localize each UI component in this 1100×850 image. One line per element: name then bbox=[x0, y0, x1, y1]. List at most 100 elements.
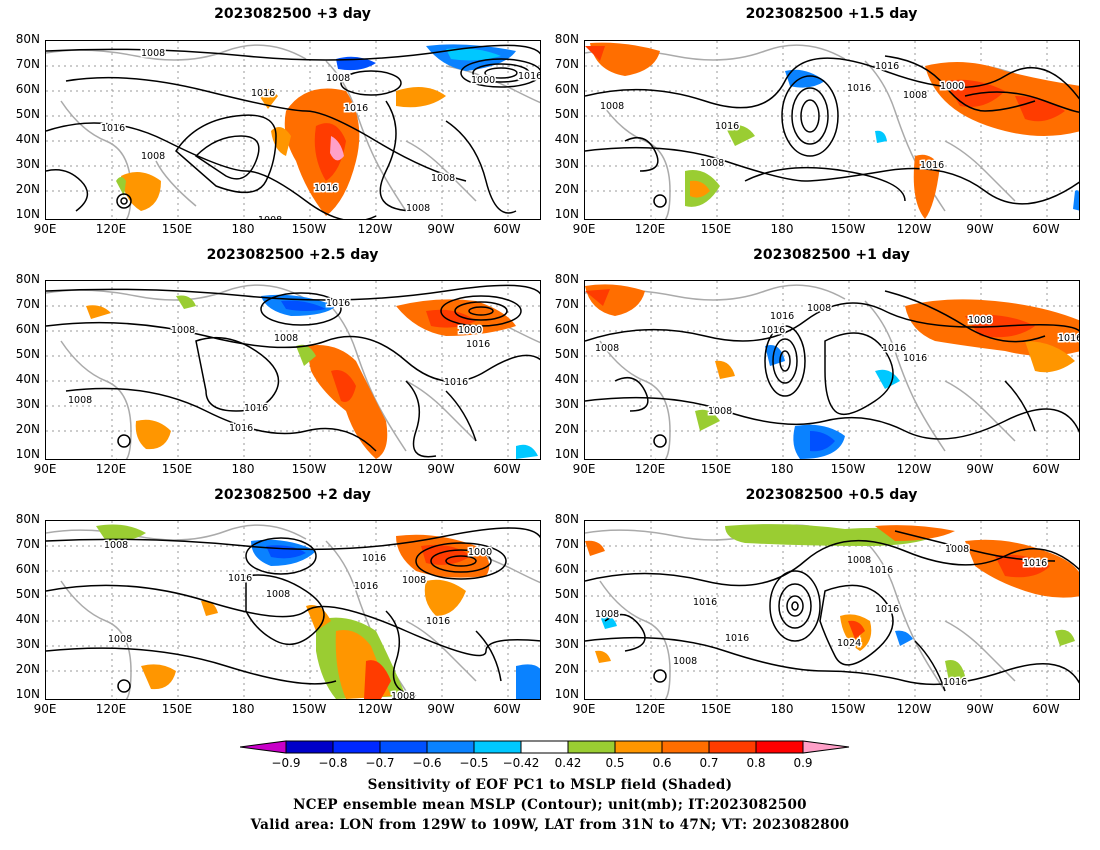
lat-tick: 60N bbox=[554, 82, 579, 96]
colorbar-segment bbox=[661, 740, 710, 754]
lon-tick: 180 bbox=[231, 702, 255, 716]
lon-tick: 150W bbox=[291, 222, 327, 236]
lat-tick: 80N bbox=[554, 512, 579, 526]
contour-label: 1008 bbox=[266, 589, 290, 600]
contour-label: 1008 bbox=[141, 48, 165, 59]
lat-tick: 40N bbox=[554, 372, 579, 386]
map-panel-5: 1008 1016 1016 1008 1008 1016 1000 1016 … bbox=[45, 520, 541, 700]
contour-label: 1008 bbox=[141, 151, 165, 162]
lat-tick: 70N bbox=[554, 297, 579, 311]
lat-tick: 40N bbox=[15, 372, 40, 386]
lat-tick: 10N bbox=[15, 687, 40, 701]
lat-tick: 70N bbox=[15, 297, 40, 311]
contour-label: 1016 bbox=[466, 339, 490, 350]
panel-title-2: 2023082500 +1.5 day bbox=[745, 6, 918, 22]
colorbar-segment bbox=[426, 740, 475, 754]
lat-tick: 60N bbox=[554, 562, 579, 576]
colorbar-segment bbox=[520, 740, 569, 754]
lon-tick: 120E bbox=[634, 462, 666, 476]
contour-label: 1016 bbox=[251, 88, 275, 99]
contour-label: 1008 bbox=[673, 656, 697, 667]
contour-label: 1016 bbox=[101, 123, 125, 134]
map-svg: 1008 1008 1016 1016 1016 1008 1000 1016 … bbox=[46, 41, 541, 220]
lon-tick: 90E bbox=[33, 222, 57, 236]
contour-label: 1016 bbox=[903, 353, 927, 364]
lon-tick: 90W bbox=[966, 222, 994, 236]
contour-label: 1008 bbox=[258, 215, 282, 220]
contour-label: 1008 bbox=[708, 406, 732, 417]
lon-tick: 120W bbox=[896, 702, 932, 716]
lon-tick: 120W bbox=[357, 702, 393, 716]
colorbar-label: −0.5 bbox=[459, 756, 489, 770]
colorbar-segment bbox=[755, 740, 804, 754]
contour-label: 1016 bbox=[943, 677, 967, 688]
contour-label: 1016 bbox=[875, 604, 899, 615]
contour-label: 1016 bbox=[875, 61, 899, 72]
lon-tick: 120E bbox=[95, 222, 127, 236]
mslp-contours bbox=[585, 290, 1079, 448]
contour-label: 1016 bbox=[314, 183, 338, 194]
colorbar-label: 0.42 bbox=[554, 756, 582, 770]
colorbar-segment bbox=[285, 740, 334, 754]
panel-title-5: 2023082500 +2 day bbox=[214, 487, 371, 503]
contour-label: 1008 bbox=[274, 333, 298, 344]
lat-tick: 10N bbox=[554, 447, 579, 461]
lon-tick: 120W bbox=[357, 462, 393, 476]
contour-label: 1008 bbox=[431, 173, 455, 184]
contour-labels: 1008 1008 1016 1016 1016 1008 1000 1016 … bbox=[100, 47, 541, 220]
contour-label: 1008 bbox=[595, 609, 619, 620]
contour-label: 1016 bbox=[847, 83, 871, 94]
colorbar-segment bbox=[567, 740, 616, 754]
contour-label: 1016 bbox=[426, 616, 450, 627]
lat-tick: 50N bbox=[15, 107, 40, 121]
lon-tick: 60W bbox=[493, 702, 521, 716]
lon-tick: 150E bbox=[161, 462, 193, 476]
lat-tick: 30N bbox=[15, 637, 40, 651]
mslp-contours bbox=[46, 284, 540, 458]
colorbar-label: 0.9 bbox=[793, 756, 813, 770]
contour-labels: 1008 1016 1008 1016 1016 1016 1008 1016 … bbox=[594, 543, 1049, 690]
colorbar-segment bbox=[473, 740, 522, 754]
lat-tick: 30N bbox=[554, 157, 579, 171]
lat-tick: 10N bbox=[15, 207, 40, 221]
lat-tick: 80N bbox=[15, 512, 40, 526]
lat-tick: 40N bbox=[554, 612, 579, 626]
colorbar-left-tip bbox=[240, 740, 287, 754]
sensitivity-shading bbox=[585, 524, 1079, 686]
lon-tick: 120E bbox=[95, 462, 127, 476]
mslp-contours bbox=[46, 527, 540, 697]
map-panel-4: 1016 1008 1016 1008 1008 1016 1016 1016 … bbox=[584, 280, 1080, 460]
colorbar-segment bbox=[332, 740, 381, 754]
contour-label: 1008 bbox=[903, 90, 927, 101]
map-panel-6: 1008 1016 1008 1016 1016 1016 1008 1016 … bbox=[584, 520, 1080, 700]
lat-tick: 40N bbox=[15, 612, 40, 626]
contour-label: 1016 bbox=[229, 423, 253, 434]
map-panel-3: 1008 1008 1000 1016 1016 1016 1008 1016 … bbox=[45, 280, 541, 460]
lon-tick: 90W bbox=[427, 702, 455, 716]
sensitivity-shading bbox=[96, 524, 540, 699]
lat-tick: 70N bbox=[554, 537, 579, 551]
lon-tick: 60W bbox=[493, 462, 521, 476]
colorbar bbox=[240, 740, 850, 754]
lon-tick: 120E bbox=[634, 702, 666, 716]
lon-tick: 120E bbox=[634, 222, 666, 236]
panel-title-1: 2023082500 +3 day bbox=[214, 6, 371, 22]
lat-tick: 20N bbox=[15, 422, 40, 436]
lon-tick: 120W bbox=[896, 462, 932, 476]
contour-label: 1016 bbox=[228, 573, 252, 584]
lat-tick: 60N bbox=[554, 322, 579, 336]
sensitivity-shading bbox=[86, 294, 538, 459]
lat-tick: 50N bbox=[15, 587, 40, 601]
panel-title-3: 2023082500 +2.5 day bbox=[206, 247, 379, 263]
lon-tick: 90W bbox=[966, 462, 994, 476]
contour-label: 1008 bbox=[108, 634, 132, 645]
lat-tick: 40N bbox=[554, 132, 579, 146]
lat-tick: 50N bbox=[554, 347, 579, 361]
contour-label: 1008 bbox=[807, 303, 831, 314]
lon-tick: 60W bbox=[1032, 702, 1060, 716]
lat-tick: 50N bbox=[554, 587, 579, 601]
contour-label: 1016 bbox=[518, 71, 541, 82]
lon-tick: 180 bbox=[231, 222, 255, 236]
sensitivity-shading bbox=[585, 284, 1079, 459]
contour-label: 1016 bbox=[344, 103, 368, 114]
